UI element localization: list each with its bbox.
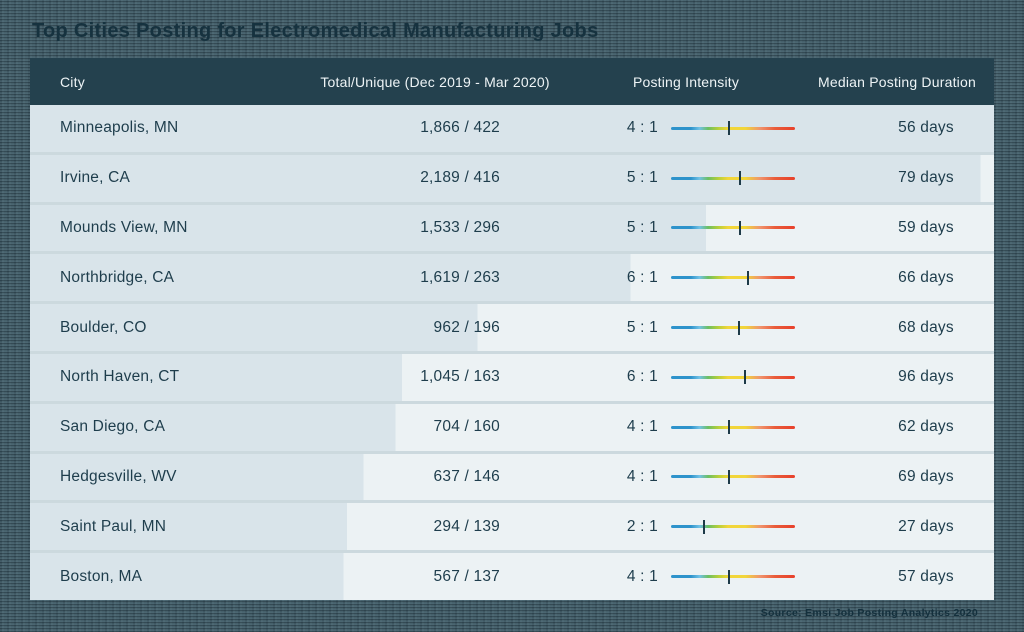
intensity-gradient-bar bbox=[671, 220, 795, 235]
table-row: Hedgesville, WV 637 / 146 4 : 1 69 days bbox=[30, 450, 994, 501]
total-unique-cell: 1,619 / 263 bbox=[420, 268, 500, 286]
intensity-ratio: 5 : 1 bbox=[626, 169, 658, 187]
posting-intensity-cell: 6 : 1 bbox=[500, 269, 840, 287]
median-duration-cell: 62 days bbox=[898, 418, 954, 436]
city-cell: Mounds View, MN bbox=[60, 218, 188, 236]
posting-intensity-cell: 4 : 1 bbox=[500, 119, 840, 137]
posting-intensity-cell: 5 : 1 bbox=[500, 219, 840, 237]
posting-intensity-cell: 4 : 1 bbox=[500, 568, 840, 586]
city-cell: San Diego, CA bbox=[60, 418, 166, 436]
table-row: San Diego, CA 704 / 160 4 : 1 62 days bbox=[30, 400, 994, 451]
table-body: Minneapolis, MN 1,866 / 422 4 : 1 56 day… bbox=[30, 105, 994, 600]
intensity-marker-icon bbox=[739, 220, 742, 235]
column-header-city: City bbox=[60, 73, 85, 90]
total-unique-cell: 637 / 146 bbox=[433, 467, 500, 485]
intensity-gradient-bar bbox=[671, 519, 795, 534]
intensity-ratio: 5 : 1 bbox=[626, 218, 658, 236]
intensity-ratio: 6 : 1 bbox=[626, 368, 658, 386]
intensity-ratio: 4 : 1 bbox=[626, 119, 658, 137]
intensity-ratio: 2 : 1 bbox=[626, 517, 658, 535]
intensity-gradient-bar bbox=[671, 370, 795, 385]
intensity-marker-icon bbox=[738, 320, 741, 335]
table-row: Irvine, CA 2,189 / 416 5 : 1 79 days bbox=[30, 151, 994, 202]
median-duration-cell: 79 days bbox=[898, 169, 954, 187]
median-duration-cell: 68 days bbox=[898, 318, 954, 336]
total-unique-cell: 294 / 139 bbox=[433, 517, 500, 535]
column-header-median-duration: Median Posting Duration bbox=[818, 73, 976, 90]
intensity-marker-icon bbox=[746, 270, 749, 285]
table-row: North Haven, CT 1,045 / 163 6 : 1 96 day… bbox=[30, 350, 994, 401]
table-row: Boston, MA 567 / 137 4 : 1 57 days bbox=[30, 550, 994, 600]
total-unique-cell: 1,866 / 422 bbox=[420, 119, 500, 137]
median-duration-cell: 69 days bbox=[898, 467, 954, 485]
table-row: Boulder, CO 962 / 196 5 : 1 68 days bbox=[30, 301, 994, 351]
intensity-gradient-bar bbox=[671, 171, 795, 186]
median-duration-cell: 59 days bbox=[898, 218, 954, 236]
table-row: Mounds View, MN 1,533 / 296 5 : 1 59 day… bbox=[30, 201, 994, 252]
intensity-ratio: 6 : 1 bbox=[626, 268, 658, 286]
intensity-marker-icon bbox=[728, 569, 731, 584]
intensity-marker-icon bbox=[728, 469, 731, 484]
total-unique-cell: 704 / 160 bbox=[433, 418, 500, 436]
median-duration-cell: 66 days bbox=[898, 268, 954, 286]
total-unique-cell: 1,533 / 296 bbox=[420, 218, 500, 236]
table-row: Northbridge, CA 1,619 / 263 6 : 1 66 day… bbox=[30, 251, 994, 302]
intensity-gradient-bar bbox=[671, 121, 795, 136]
posting-intensity-cell: 5 : 1 bbox=[500, 319, 840, 337]
total-unique-cell: 1,045 / 163 bbox=[420, 368, 500, 386]
total-unique-cell: 567 / 137 bbox=[433, 567, 500, 585]
intensity-marker-icon bbox=[739, 171, 742, 186]
city-cell: Boston, MA bbox=[60, 567, 143, 585]
posting-intensity-cell: 6 : 1 bbox=[500, 368, 840, 386]
intensity-ratio: 4 : 1 bbox=[626, 418, 658, 436]
posting-intensity-cell: 4 : 1 bbox=[500, 418, 840, 436]
page-title: Top Cities Posting for Electromedical Ma… bbox=[32, 20, 599, 42]
postings-table: City Total/Unique (Dec 2019 - Mar 2020) … bbox=[30, 58, 994, 600]
intensity-marker-icon bbox=[728, 420, 731, 435]
table-header-row: City Total/Unique (Dec 2019 - Mar 2020) … bbox=[30, 58, 994, 105]
intensity-gradient-bar bbox=[671, 320, 795, 335]
intensity-marker-icon bbox=[703, 519, 706, 534]
city-cell: Irvine, CA bbox=[60, 169, 131, 187]
city-cell: Boulder, CO bbox=[60, 318, 147, 336]
column-header-total-unique: Total/Unique (Dec 2019 - Mar 2020) bbox=[320, 73, 550, 90]
intensity-marker-icon bbox=[728, 121, 731, 136]
total-unique-cell: 2,189 / 416 bbox=[420, 169, 500, 187]
city-cell: North Haven, CT bbox=[60, 368, 180, 386]
median-duration-cell: 27 days bbox=[898, 517, 954, 535]
city-cell: Hedgesville, WV bbox=[60, 467, 177, 485]
intensity-gradient-bar bbox=[671, 469, 795, 484]
intensity-ratio: 4 : 1 bbox=[626, 467, 658, 485]
table-row: Saint Paul, MN 294 / 139 2 : 1 27 days bbox=[30, 500, 994, 551]
posting-intensity-cell: 4 : 1 bbox=[500, 468, 840, 486]
intensity-marker-icon bbox=[744, 370, 747, 385]
city-cell: Northbridge, CA bbox=[60, 268, 175, 286]
median-duration-cell: 57 days bbox=[898, 567, 954, 585]
intensity-gradient-bar bbox=[671, 420, 795, 435]
source-attribution: Source: Emsi Job Posting Analytics 2020 bbox=[760, 607, 978, 619]
posting-intensity-cell: 5 : 1 bbox=[500, 169, 840, 187]
median-duration-cell: 96 days bbox=[898, 368, 954, 386]
intensity-ratio: 4 : 1 bbox=[626, 567, 658, 585]
city-cell: Minneapolis, MN bbox=[60, 119, 179, 137]
city-cell: Saint Paul, MN bbox=[60, 517, 167, 535]
intensity-gradient-bar bbox=[671, 270, 795, 285]
intensity-gradient-bar bbox=[671, 569, 795, 584]
median-duration-cell: 56 days bbox=[898, 119, 954, 137]
column-header-posting-intensity: Posting Intensity bbox=[632, 73, 740, 90]
total-unique-cell: 962 / 196 bbox=[433, 318, 500, 336]
table-row: Minneapolis, MN 1,866 / 422 4 : 1 56 day… bbox=[30, 105, 994, 152]
intensity-ratio: 5 : 1 bbox=[626, 318, 658, 336]
posting-intensity-cell: 2 : 1 bbox=[500, 518, 840, 536]
